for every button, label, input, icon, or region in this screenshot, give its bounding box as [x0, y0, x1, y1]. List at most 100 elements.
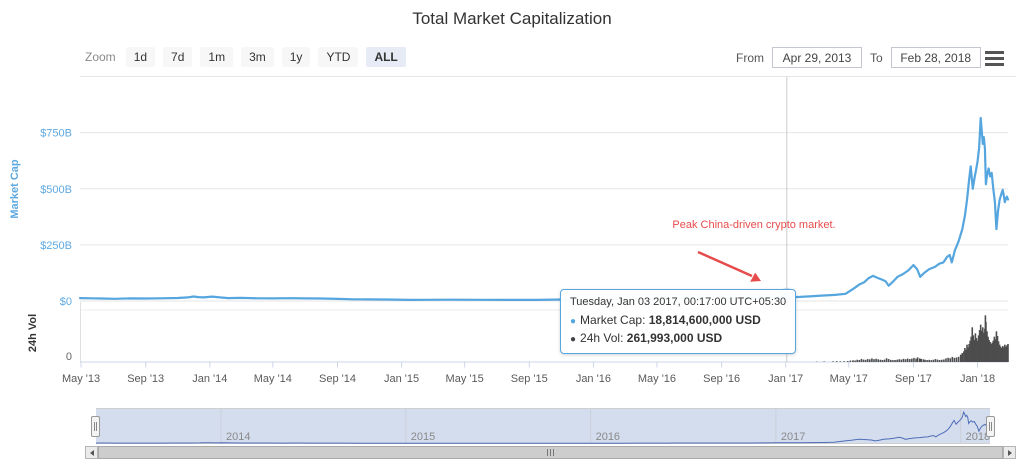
volume-bar	[1000, 348, 1003, 362]
scrollbar-right-arrow[interactable]	[1003, 446, 1016, 459]
volume-bar	[964, 348, 966, 362]
volume-bar	[890, 359, 892, 362]
volume-bar	[900, 359, 903, 362]
market-cap-series	[78, 116, 1010, 306]
volume-bar	[974, 333, 977, 362]
market-cap-line	[78, 116, 1010, 301]
navigator-right-handle[interactable]	[986, 416, 995, 437]
volume-bar	[986, 331, 988, 362]
volume-bar	[975, 338, 978, 362]
left-arrow-icon	[89, 449, 94, 456]
volume-bar	[1005, 346, 1007, 362]
volume-bar	[832, 361, 834, 362]
volume-bar	[898, 359, 901, 362]
volume-bar	[911, 358, 913, 362]
zoom-button-ytd[interactable]: YTD	[318, 47, 359, 67]
zoom-button-all[interactable]: ALL	[366, 47, 406, 67]
navigator-mask	[96, 408, 990, 444]
volume-bar	[868, 359, 871, 362]
to-label: To	[870, 50, 883, 65]
volume-bar	[906, 358, 909, 362]
volume-bar	[846, 361, 849, 362]
volume-bar	[961, 353, 964, 362]
navigator-left-handle[interactable]	[91, 416, 100, 437]
zoom-button-3m[interactable]: 3m	[241, 47, 274, 67]
volume-bar	[973, 340, 976, 362]
volume-bar	[967, 347, 969, 362]
zoom-button-1y[interactable]: 1y	[281, 47, 311, 67]
volume-bar	[985, 322, 987, 362]
volume-bar	[979, 324, 982, 362]
to-date-input[interactable]	[890, 47, 981, 68]
from-date-input[interactable]	[772, 47, 862, 68]
annotation-text: Peak China-driven crypto market.	[672, 219, 836, 231]
page-title: Total Market Capitalization	[412, 9, 612, 28]
volume-bar	[978, 330, 981, 362]
volume-bar	[999, 346, 1002, 362]
volume-bar	[928, 359, 930, 362]
x-axis-label: Jan '16	[576, 373, 611, 385]
x-axis-label: Sep '16	[703, 373, 740, 385]
navigator[interactable]: 2014 2015 2016 2017 2018	[96, 408, 991, 444]
volume-bar	[940, 359, 943, 362]
volume-bar	[947, 357, 949, 362]
volume-bar	[926, 360, 928, 362]
volume-bar	[1007, 344, 1009, 362]
right-arrow-icon	[1007, 449, 1012, 456]
zoom-toolbar: Zoom 1d 7d 1m 3m 1y YTD ALL	[85, 47, 414, 67]
volume-bar	[980, 330, 983, 362]
x-axis-label: May '13	[62, 373, 100, 385]
navigator-year-label: 2014	[226, 431, 250, 443]
x-axis-label: Jan '15	[384, 373, 419, 385]
volume-bar	[998, 344, 1001, 362]
volume-bar	[879, 359, 882, 362]
volume-bar	[823, 361, 825, 362]
navigator-year-label: 2018	[966, 431, 990, 443]
x-axis-label: May '14	[254, 373, 292, 385]
chart-tooltip: Tuesday, Jan 03 2017, 00:17:00 UTC+05:30…	[560, 289, 797, 354]
x-axis-label: May '16	[638, 373, 676, 385]
zoom-button-group: 1d 7d 1m 3m 1y YTD ALL	[125, 47, 414, 67]
x-axis-label: Sep '13	[127, 373, 164, 385]
volume-bar	[1006, 345, 1008, 362]
volume-bar	[835, 361, 838, 362]
volume-bar	[904, 359, 907, 362]
market-cap-axis-label: $500B	[40, 184, 72, 196]
market-cap-bullet-icon: ●	[570, 316, 577, 327]
volume-series	[815, 315, 1009, 362]
volume-bar	[934, 359, 937, 362]
zoom-button-7d[interactable]: 7d	[163, 47, 193, 67]
volume-bar	[976, 340, 979, 362]
volume-bar	[977, 335, 980, 362]
volume-bar	[965, 350, 967, 362]
scrollbar-thumb[interactable]	[98, 446, 1003, 459]
volume-bar	[989, 342, 991, 362]
scrollbar-left-arrow[interactable]	[85, 446, 98, 459]
volume-bar	[1004, 344, 1006, 362]
volume-bar	[918, 358, 921, 362]
volume-bar	[969, 340, 971, 362]
volume-bar	[873, 359, 875, 362]
volume-bar	[875, 358, 877, 362]
volume-bar	[968, 344, 970, 362]
volume-bar	[924, 359, 926, 362]
volume-bar	[913, 357, 915, 362]
volume-bar	[971, 327, 974, 362]
x-axis-label: Sep '15	[511, 373, 548, 385]
volume-bar	[991, 342, 994, 362]
volume-bar	[972, 335, 975, 362]
x-axis-label: Sep '14	[319, 373, 356, 385]
volume-bar	[992, 340, 995, 362]
tooltip-volume-value: 261,993,000 USD	[626, 331, 723, 345]
x-axis-label: Sep '17	[895, 373, 932, 385]
volume-bar	[997, 341, 1000, 362]
market-cap-axis-label: $750B	[40, 128, 72, 140]
volume-bar	[843, 361, 845, 362]
volume-bar	[849, 360, 852, 362]
zoom-button-1d[interactable]: 1d	[125, 47, 156, 67]
hamburger-menu-icon[interactable]	[985, 51, 1004, 69]
axes: May '13 Sep '13 Jan '14 May '14 Sep '14 Jan '…	[40, 76, 1008, 385]
zoom-button-1m[interactable]: 1m	[200, 47, 234, 67]
navigator-year-label: 2015	[411, 431, 435, 443]
